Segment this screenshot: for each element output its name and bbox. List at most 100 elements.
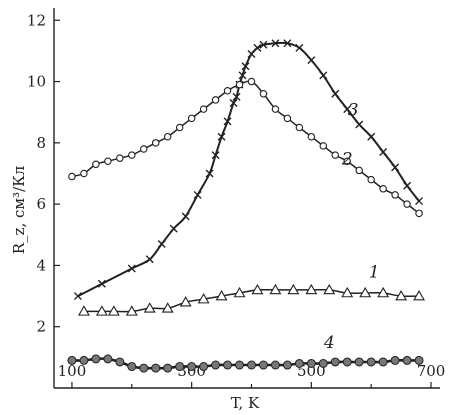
point-x-marker (247, 49, 256, 58)
y-axis-title: R_z, см³/Кл (10, 166, 28, 255)
point-dot-marker (390, 355, 400, 365)
series-number-label: 1 (369, 263, 380, 283)
point-triangle-marker (341, 286, 354, 298)
point-circle-marker (403, 200, 411, 208)
point-circle-marker (151, 139, 160, 147)
point-triangle-marker (269, 283, 282, 295)
point-circle-marker (295, 123, 304, 132)
point-triangle-marker (125, 305, 138, 316)
point-dot-marker (402, 355, 412, 365)
point-dot-marker (139, 363, 149, 373)
point-dot-marker (246, 360, 256, 370)
point-x-marker (232, 92, 241, 101)
point-x-marker (157, 239, 166, 248)
point-x-marker (181, 212, 190, 221)
point-dot-marker (103, 354, 113, 364)
x-tick-label: 700 (417, 362, 446, 380)
point-circle-marker (319, 142, 328, 150)
point-triangle-marker (215, 289, 228, 301)
point-circle-marker (379, 185, 387, 193)
point-x-marker (271, 39, 280, 48)
point-x-marker (307, 56, 316, 65)
series-4 (67, 354, 424, 373)
point-dot-marker (199, 362, 209, 372)
series-line-2 (71, 80, 420, 214)
point-circle-marker (128, 151, 136, 159)
point-dot-marker (211, 360, 221, 370)
point-triangle-marker (251, 283, 264, 295)
point-triangle-marker (179, 296, 192, 307)
point-dot-marker (187, 362, 197, 372)
point-circle-marker (271, 105, 280, 113)
point-dot-marker (127, 362, 137, 372)
point-x-marker (217, 132, 226, 141)
point-x-marker (343, 105, 352, 114)
point-x-marker (367, 132, 376, 141)
point-circle-marker (163, 132, 172, 141)
point-dot-marker (79, 355, 89, 365)
series-number-label: 4 (323, 333, 335, 353)
point-x-marker (127, 264, 136, 273)
axes (53, 8, 440, 389)
point-x-marker (415, 197, 424, 206)
point-x-marker (145, 255, 154, 264)
point-circle-marker (343, 157, 351, 165)
point-dot-marker (342, 357, 352, 367)
y-tick-label: 8 (36, 134, 46, 152)
point-dot-marker (163, 363, 173, 373)
point-x-marker (223, 117, 232, 126)
series-3 (73, 39, 424, 301)
point-circle-marker (259, 90, 268, 98)
point-dot-marker (414, 355, 424, 365)
point-circle-marker (283, 114, 292, 123)
y-tick-label: 12 (27, 11, 46, 29)
series-number-label: 3 (348, 100, 359, 120)
point-circle-marker (415, 209, 423, 218)
point-dot-marker (294, 358, 304, 368)
point-dot-marker (151, 363, 161, 373)
point-dot-marker (223, 360, 233, 370)
point-triangle-marker (287, 283, 300, 295)
point-x-marker (259, 40, 268, 49)
point-triangle-marker (359, 286, 372, 298)
point-x-marker (319, 71, 328, 80)
series-number-label: 2 (341, 149, 353, 169)
point-x-marker (241, 62, 250, 71)
point-dot-marker (354, 357, 364, 367)
point-x-marker (295, 43, 304, 52)
point-x-marker (379, 148, 388, 157)
point-triangle-marker (323, 283, 336, 295)
point-circle-marker (391, 191, 399, 199)
point-x-marker (169, 224, 178, 233)
point-circle-marker (116, 154, 124, 162)
point-triangle-marker (143, 302, 156, 313)
point-x-marker (283, 39, 292, 48)
point-x-marker (205, 169, 214, 178)
y-tick-label: 10 (27, 73, 46, 91)
point-circle-marker (307, 132, 316, 141)
point-x-marker (73, 292, 82, 301)
point-triangle-marker (305, 283, 318, 295)
point-x-marker (193, 190, 202, 199)
y-tick-label: 2 (36, 318, 46, 336)
point-dot-marker (378, 357, 388, 367)
point-triangle-marker (95, 305, 108, 316)
point-circle-marker (92, 160, 100, 169)
series-1 (77, 283, 426, 316)
point-circle-marker (68, 172, 76, 181)
point-x-marker (238, 71, 247, 80)
point-x-marker (391, 163, 400, 172)
point-triangle-marker (77, 305, 90, 316)
x-tick-label: 100 (58, 362, 87, 380)
series-2 (68, 77, 423, 218)
point-circle-marker (187, 114, 196, 123)
point-x-marker (229, 99, 238, 107)
point-x-marker (211, 151, 220, 160)
y-tick-label: 4 (36, 256, 46, 274)
y-tick-label: 6 (36, 195, 46, 213)
point-dot-marker (330, 357, 340, 367)
point-triangle-marker (233, 286, 246, 298)
point-x-marker (97, 279, 106, 288)
point-circle-marker (211, 96, 220, 104)
